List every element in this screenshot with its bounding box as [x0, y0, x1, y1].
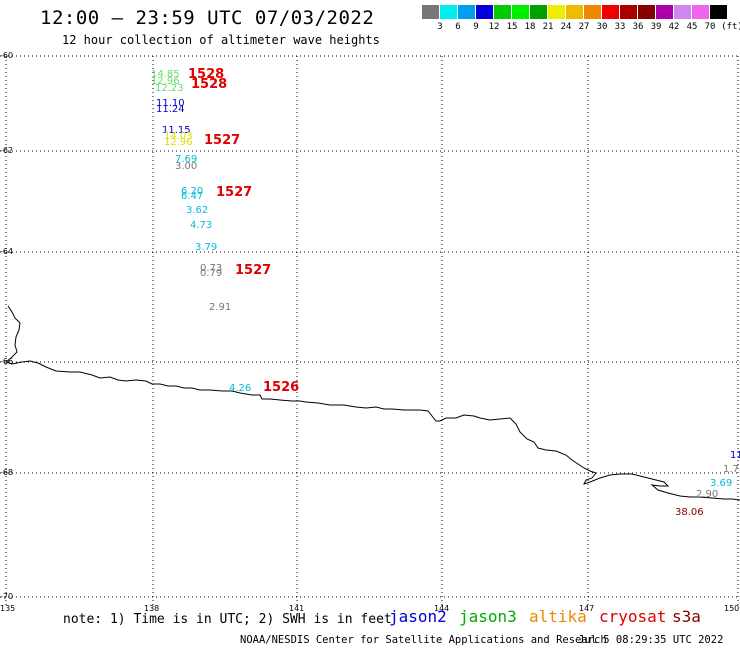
legend-swatch	[440, 5, 457, 19]
longitude-label: 150	[724, 604, 740, 613]
wave-height-value: 3.79	[195, 242, 218, 253]
legend-swatch	[692, 5, 709, 19]
legend-label: 6	[455, 22, 461, 32]
mission-name-cryosat: cryosat	[599, 607, 667, 626]
wave-height-value: 0.79	[200, 268, 223, 279]
credit-line: NOAA/NESDIS Center for Satellite Applica…	[240, 634, 607, 646]
wave-height-value: 12.96	[151, 76, 180, 87]
legend-swatch	[476, 5, 493, 19]
wave-height-value: 6.20	[181, 186, 204, 197]
legend-swatch	[458, 5, 475, 19]
wave-height-value: 38.06	[675, 507, 704, 518]
pass-number: 1527	[216, 185, 253, 200]
wave-height-value: 11.10	[156, 98, 185, 109]
legend-swatch	[584, 5, 601, 19]
latitude-label: -70	[0, 592, 14, 601]
legend-label: 33	[614, 22, 626, 32]
pass-number: 1528	[191, 77, 228, 92]
pass-number: 1527	[235, 263, 272, 278]
latitude-label: -64	[0, 247, 14, 256]
latitude-label: -66	[0, 357, 14, 366]
legend-label: 15	[506, 22, 518, 32]
legend-label: 36	[632, 22, 644, 32]
wave-height-value: 0.73	[200, 263, 223, 274]
wave-height-value: 14.03	[164, 131, 193, 142]
longitude-label: 141	[289, 604, 305, 613]
legend-label: 18	[524, 22, 536, 32]
legend-swatch	[710, 5, 727, 19]
mission-name-s3a: s3a	[672, 607, 701, 626]
legend-swatch	[422, 5, 439, 19]
wave-height-value: 2.91	[209, 302, 232, 313]
wave-height-value: 11.24	[156, 104, 185, 115]
graticule	[0, 55, 740, 605]
wave-height-value: 12.96	[164, 137, 193, 148]
wave-height-value: 11	[730, 450, 740, 461]
legend-swatch	[566, 5, 583, 19]
legend-label: 27	[578, 22, 590, 32]
wave-height-value: 7.69	[175, 154, 198, 165]
legend-label: 45	[686, 22, 698, 32]
legend-label: 21	[542, 22, 554, 32]
generated-timestamp: Jul 5 08:29:35 UTC 2022	[578, 634, 724, 646]
legend-label: 24	[560, 22, 572, 32]
wave-height-value: 12.23	[155, 83, 184, 94]
legend-swatch	[548, 5, 565, 19]
antarctic-coastline	[4, 305, 740, 501]
pass-number: 1528	[188, 67, 225, 82]
legend-label: 3	[437, 22, 443, 32]
legend-swatch	[602, 5, 619, 19]
legend-unit: (ft)	[721, 22, 740, 32]
wave-height-value: 3.00	[175, 161, 198, 172]
legend-swatch	[530, 5, 547, 19]
legend-swatch	[674, 5, 691, 19]
legend-swatch	[656, 5, 673, 19]
legend-swatch	[512, 5, 529, 19]
footer-note: note: 1) Time is in UTC; 2) SWH is in fe…	[63, 612, 392, 627]
wave-height-value: 2.90	[696, 489, 719, 500]
mission-name-jason2: jason2	[389, 607, 447, 626]
longitude-label: 144	[434, 604, 450, 613]
map-title: 12:00 – 23:59 UTC 07/03/2022	[40, 7, 375, 29]
pass-number: 1527	[204, 133, 241, 148]
legend-swatch	[620, 5, 637, 19]
wave-height-value: 3.69	[710, 478, 733, 489]
legend-label: 42	[668, 22, 680, 32]
legend-label: 30	[596, 22, 608, 32]
mission-name-jason3: jason3	[459, 607, 517, 626]
legend-label: 70	[704, 22, 716, 32]
wave-height-value: 14.85	[151, 69, 180, 80]
latitude-label: -62	[0, 146, 14, 155]
mission-name-altika: altika	[529, 607, 587, 626]
wave-height-value: 4.73	[190, 220, 213, 231]
legend-label: 9	[473, 22, 479, 32]
wave-height-value: 11.15	[162, 125, 191, 136]
map-subtitle: 12 hour collection of altimeter wave hei…	[62, 33, 380, 47]
wave-height-value: 3.62	[186, 205, 209, 216]
wave-height-value: 4.26	[229, 383, 252, 394]
longitude-label: 138	[144, 604, 160, 613]
legend-swatch	[638, 5, 655, 19]
legend-label: 39	[650, 22, 662, 32]
legend-label: 12	[488, 22, 500, 32]
latitude-label: -60	[0, 51, 14, 60]
longitude-label: 147	[579, 604, 595, 613]
wave-height-value: 1.7	[723, 464, 739, 475]
longitude-label: 135	[0, 604, 16, 613]
legend-swatch	[494, 5, 511, 19]
pass-number: 1526	[263, 380, 300, 395]
latitude-label: -68	[0, 468, 14, 477]
wave-height-value: 6.47	[181, 191, 204, 202]
